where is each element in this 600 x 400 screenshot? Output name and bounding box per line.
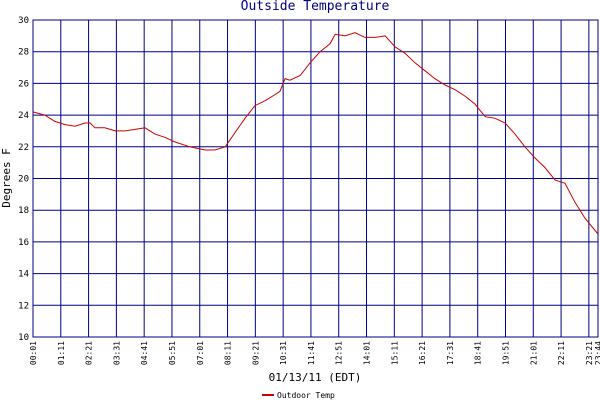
y-tick-label: 26: [18, 79, 29, 89]
x-tick-label: 21:01: [529, 341, 538, 365]
y-tick-label: 12: [18, 301, 29, 311]
y-tick-label: 28: [18, 48, 29, 58]
y-axis-label: Degrees F: [0, 148, 13, 208]
y-tick-label: 20: [18, 175, 29, 185]
x-tick-label: 18:41: [474, 341, 483, 365]
x-tick-label: 09:21: [251, 341, 260, 365]
x-tick-label: 19:51: [501, 341, 510, 365]
x-tick-label: 22:11: [557, 341, 566, 365]
y-tick-label: 22: [18, 143, 29, 153]
y-tick-label: 24: [18, 111, 29, 121]
x-tick-label: 14:01: [363, 341, 372, 365]
x-tick-label: 17:31: [446, 341, 455, 365]
x-tick-label: 03:31: [112, 341, 121, 365]
x-tick-label: 16:21: [418, 341, 427, 365]
y-tick-label: 16: [18, 238, 29, 248]
y-tick-label: 18: [18, 206, 29, 216]
x-tick-label: 00:01: [29, 341, 38, 365]
x-tick-label: 15:11: [390, 341, 399, 365]
x-tick-label: 02:21: [85, 341, 94, 365]
data-line: [32, 32, 599, 235]
x-tick-label: 07:01: [196, 341, 205, 365]
legend-label: Outdoor Temp: [277, 391, 335, 400]
x-tick-label: 01:11: [57, 341, 66, 365]
x-tick-label: 12:51: [335, 341, 344, 365]
y-tick-label: 14: [18, 270, 29, 280]
y-tick-label: 30: [18, 16, 29, 26]
x-tick-label: 08:11: [224, 341, 233, 365]
x-tick-label: 05:51: [168, 341, 177, 365]
x-axis-label: 01/13/11 (EDT): [269, 371, 362, 384]
chart-title: Outside Temperature: [241, 0, 390, 14]
x-tick-label: 11:41: [307, 341, 316, 365]
x-tick-label: 10:31: [279, 341, 288, 365]
x-tick-label: 23:21: [585, 341, 594, 365]
y-tick-label: 10: [18, 333, 29, 343]
x-tick-label: 23:44: [594, 341, 600, 365]
x-tick-label: 04:41: [140, 341, 149, 365]
